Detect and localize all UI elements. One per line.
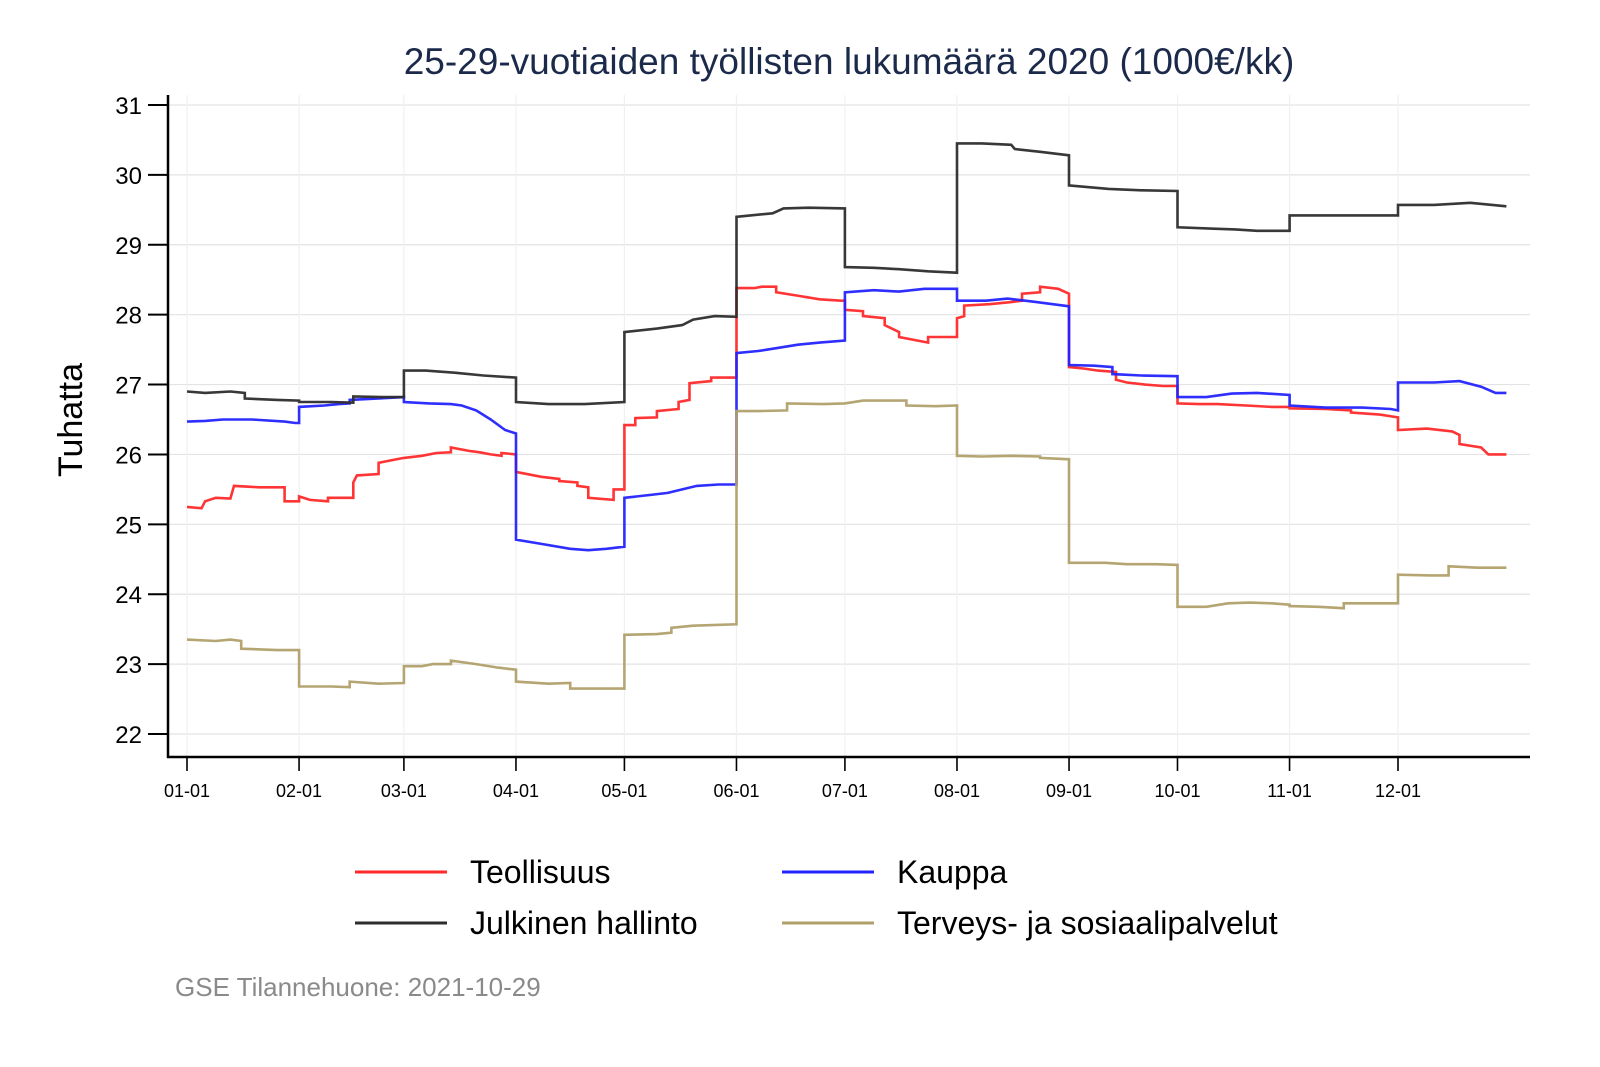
grid — [168, 95, 1530, 757]
x-tick-label: 03-01 — [381, 781, 427, 801]
x-tick-label: 07-01 — [822, 781, 868, 801]
x-tick-label: 06-01 — [713, 781, 759, 801]
y-tick-label: 26 — [115, 442, 142, 469]
y-tick-label: 27 — [115, 373, 142, 400]
legend-label: Teollisuus — [470, 854, 611, 890]
x-tick-label: 08-01 — [934, 781, 980, 801]
x-tick-label: 10-01 — [1154, 781, 1200, 801]
legend-item: Terveys- ja sosiaalipalvelut — [782, 905, 1278, 941]
y-tick-label: 30 — [115, 163, 142, 190]
legend-label: Julkinen hallinto — [470, 905, 698, 941]
y-tick-label: 29 — [115, 233, 142, 260]
series-line-0 — [186, 285, 1507, 510]
y-axis-ticks: 22 23 24 25 26 27 28 29 30 31 — [115, 93, 168, 749]
x-tick-label: 12-01 — [1375, 781, 1421, 801]
y-tick-label: 23 — [115, 652, 142, 679]
x-tick-label: 02-01 — [276, 781, 322, 801]
legend-item: Kauppa — [782, 854, 1008, 890]
series-layer — [186, 142, 1507, 690]
x-axis-ticks: 01-01 02-01 03-01 04-01 05-01 06-01 07-01 08-01… — [164, 757, 1421, 801]
x-tick-label: 01-01 — [164, 781, 210, 801]
series-line-2 — [186, 142, 1507, 406]
y-tick-label: 28 — [115, 303, 142, 330]
x-tick-label: 04-01 — [493, 781, 539, 801]
caption: GSE Tilannehuone: 2021-10-29 — [175, 972, 541, 1002]
legend: Teollisuus Kauppa Julkinen hallinto Terveys… — [355, 854, 1278, 941]
legend-item: Teollisuus — [355, 854, 611, 890]
y-tick-label: 31 — [115, 93, 142, 120]
legend-item: Julkinen hallinto — [355, 905, 698, 941]
legend-label: Terveys- ja sosiaalipalvelut — [897, 905, 1278, 941]
y-axis-label: Tuhatta — [52, 363, 90, 477]
axes — [166, 95, 1530, 759]
series-line-3 — [186, 399, 1507, 690]
x-tick-label: 11-01 — [1267, 781, 1312, 801]
x-tick-label: 05-01 — [601, 781, 647, 801]
chart-title: 25-29-vuotiaiden työllisten lukumäärä 20… — [404, 41, 1295, 82]
y-tick-label: 24 — [115, 582, 142, 609]
x-tick-label: 09-01 — [1046, 781, 1092, 801]
y-tick-label: 25 — [115, 512, 142, 539]
y-tick-label: 22 — [115, 722, 142, 749]
legend-label: Kauppa — [897, 854, 1008, 890]
series-line-1 — [186, 287, 1507, 552]
